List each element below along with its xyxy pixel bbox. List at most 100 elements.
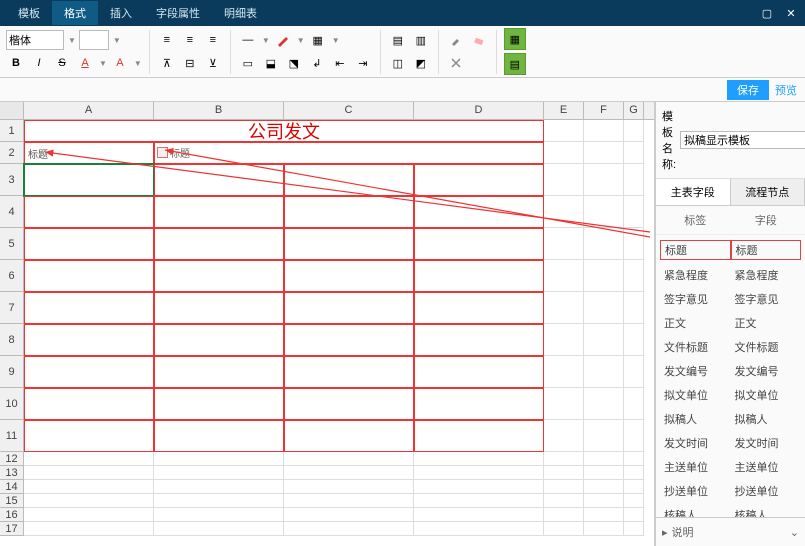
cell[interactable] <box>284 466 414 480</box>
action1-button[interactable]: ▦ <box>504 28 526 50</box>
cell[interactable] <box>284 522 414 536</box>
align-center-button[interactable]: ≡ <box>180 30 200 50</box>
cell[interactable] <box>584 356 624 388</box>
cell[interactable] <box>624 452 644 466</box>
cell[interactable] <box>414 228 544 260</box>
cell[interactable] <box>624 522 644 536</box>
cell[interactable] <box>584 508 624 522</box>
cell[interactable] <box>584 522 624 536</box>
window-close-icon[interactable]: ✕ <box>783 7 799 20</box>
cell[interactable] <box>284 228 414 260</box>
cell[interactable] <box>624 260 644 292</box>
cell[interactable] <box>584 420 624 452</box>
cell[interactable] <box>624 142 644 164</box>
cell[interactable] <box>544 466 584 480</box>
cell[interactable] <box>544 480 584 494</box>
cell[interactable] <box>544 356 584 388</box>
menu-tab-3[interactable]: 字段属性 <box>144 1 212 25</box>
cell[interactable] <box>414 164 544 196</box>
cell[interactable] <box>414 196 544 228</box>
indent-inc-button[interactable]: ⇥ <box>353 53 373 73</box>
cell[interactable] <box>154 196 284 228</box>
cell[interactable] <box>284 494 414 508</box>
cell[interactable] <box>414 466 544 480</box>
col-header-D[interactable]: D <box>414 102 544 119</box>
align-right-button[interactable]: ≡ <box>203 30 223 50</box>
cell[interactable] <box>414 480 544 494</box>
cell[interactable] <box>414 292 544 324</box>
cell[interactable] <box>24 480 154 494</box>
cell[interactable] <box>154 522 284 536</box>
wrap-button[interactable]: ↲ <box>307 53 327 73</box>
cell[interactable] <box>584 388 624 420</box>
row-header[interactable]: 11 <box>0 420 24 452</box>
title-cell[interactable]: 公司发文 <box>24 120 544 142</box>
cell[interactable] <box>154 420 284 452</box>
col-header-G[interactable]: G <box>624 102 644 119</box>
field-list-item[interactable]: 标题标题 <box>656 237 805 263</box>
row-header[interactable]: 2 <box>0 142 24 164</box>
field-list-item[interactable]: 签字意见签字意见 <box>656 287 805 311</box>
field-list-item[interactable]: 拟文单位拟文单位 <box>656 383 805 407</box>
cell[interactable] <box>584 466 624 480</box>
row-header[interactable]: 4 <box>0 196 24 228</box>
cell[interactable] <box>24 452 154 466</box>
cell[interactable] <box>584 494 624 508</box>
cell[interactable] <box>624 494 644 508</box>
row-header[interactable]: 13 <box>0 466 24 480</box>
cell[interactable] <box>154 324 284 356</box>
col-header-A[interactable]: A <box>24 102 154 119</box>
row-header[interactable]: 15 <box>0 494 24 508</box>
border-button[interactable]: ▦ <box>308 30 328 50</box>
cell[interactable] <box>544 120 584 142</box>
cell[interactable] <box>24 522 154 536</box>
cell[interactable] <box>24 494 154 508</box>
align-top-button[interactable]: ⊼ <box>157 53 177 73</box>
align-left-button[interactable]: ≡ <box>157 30 177 50</box>
cell[interactable] <box>284 452 414 466</box>
cell[interactable] <box>154 356 284 388</box>
cell[interactable] <box>24 164 154 196</box>
brush-button[interactable] <box>446 30 466 50</box>
cell[interactable] <box>544 388 584 420</box>
action2-button[interactable]: ▤ <box>504 53 526 75</box>
panel-footer[interactable]: ▸ 说明 ⌄ <box>656 517 805 546</box>
cell[interactable] <box>414 388 544 420</box>
cell[interactable] <box>584 120 624 142</box>
cell[interactable] <box>584 452 624 466</box>
cell[interactable] <box>544 142 584 164</box>
cell[interactable] <box>544 494 584 508</box>
cell[interactable] <box>414 494 544 508</box>
cell[interactable] <box>544 522 584 536</box>
label-cell[interactable]: 标题 <box>24 142 154 164</box>
row-header[interactable]: 7 <box>0 292 24 324</box>
fill-color-button[interactable]: A <box>110 53 130 73</box>
cell[interactable] <box>154 494 284 508</box>
menu-tab-2[interactable]: 插入 <box>98 1 144 25</box>
cell[interactable] <box>584 142 624 164</box>
cell[interactable] <box>544 508 584 522</box>
template-name-input[interactable] <box>680 131 805 149</box>
cell[interactable] <box>584 164 624 196</box>
cell[interactable] <box>544 452 584 466</box>
cell[interactable] <box>24 420 154 452</box>
row-header[interactable]: 9 <box>0 356 24 388</box>
indent-dec-button[interactable]: ⇤ <box>330 53 350 73</box>
cell[interactable] <box>284 356 414 388</box>
insert-button[interactable]: ▤ <box>388 30 408 50</box>
field-list[interactable]: 标题标题紧急程度紧急程度签字意见签字意见正文正文文件标题文件标题发文编号发文编号… <box>656 235 805 517</box>
field-list-item[interactable]: 发文编号发文编号 <box>656 359 805 383</box>
row-header[interactable]: 3 <box>0 164 24 196</box>
field-list-item[interactable]: 文件标题文件标题 <box>656 335 805 359</box>
panel-tab-1[interactable]: 流程节点 <box>731 179 805 205</box>
row-header[interactable]: 1 <box>0 120 24 142</box>
bold-button[interactable]: B <box>6 53 26 73</box>
cell[interactable] <box>284 420 414 452</box>
cell[interactable] <box>24 324 154 356</box>
cell[interactable] <box>544 420 584 452</box>
align-middle-button[interactable]: ⊟ <box>180 53 200 73</box>
cell[interactable] <box>544 260 584 292</box>
merge-center-button[interactable]: ▭ <box>238 53 258 73</box>
col-header-B[interactable]: B <box>154 102 284 119</box>
format-button[interactable]: ◩ <box>411 53 431 73</box>
